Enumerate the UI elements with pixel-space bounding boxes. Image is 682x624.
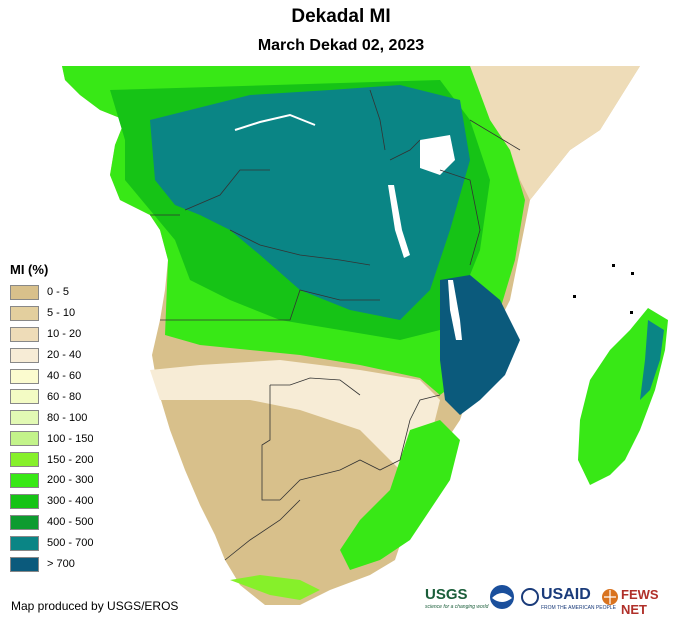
usaid-tagline: FROM THE AMERICAN PEOPLE [541,605,616,611]
legend-label: 40 - 60 [47,370,82,382]
map-title: Dekadal MI [291,6,391,27]
usaid-seal-icon [521,588,539,606]
legend-item: > 700 [10,554,120,575]
legend-label: 300 - 400 [47,495,94,508]
map-subtitle: March Dekad 02, 2023 [257,37,425,54]
legend-title: MI (%) [10,262,49,277]
se-coast-green [340,420,460,570]
legend-swatch [10,472,39,488]
fewsnet-globe-icon [602,589,618,605]
usgs-logo-text: USGS [425,586,468,603]
legend-swatch [10,389,39,405]
noaa-seal-icon [490,585,514,609]
legend-label: 20 - 40 [47,349,82,362]
fewsnet-logo: FEWS NET [601,584,673,617]
legend-swatch [10,452,39,468]
legend-item: 200 - 300 [10,470,120,491]
legend-swatch [10,431,39,447]
lake-malawi [448,280,462,340]
noaa-logo [489,584,517,616]
legend-rows: 0 - 5 5 - 10 10 - 20 20 - 40 40 - 60 60 - 80 8… [10,282,120,574]
legend-swatch [10,535,39,551]
lake-victoria [420,135,455,175]
legend-label: 150 - 200 [47,453,94,466]
legend-label: 60 - 80 [47,390,82,403]
legend-item: 0 - 5 [10,282,120,303]
mozambique-wet-patch [440,275,520,415]
legend-swatch [10,368,39,384]
madagascar [578,308,668,485]
usgs-logo: USGS science for a changing world [425,584,489,616]
legend-swatch [10,326,39,342]
island-4 [630,311,633,314]
legend-swatch [10,514,39,530]
legend-item: 150 - 200 [10,449,120,470]
legend-swatch [10,493,39,509]
legend-item: 10 - 20 [10,324,120,345]
legend-item: 300 - 400 [10,491,120,512]
legend-swatch [10,305,39,321]
very-wet-core [150,85,470,320]
congo-river [234,113,316,131]
legend-label: 500 - 700 [47,537,94,550]
legend-item: 400 - 500 [10,512,120,533]
island-1 [612,264,615,267]
cape-green [230,575,320,600]
legend-label: 10 - 20 [47,328,82,341]
legend-item: 500 - 700 [10,533,120,554]
legend-swatch [10,284,39,300]
island-3 [573,295,576,298]
lake-tanganyika [388,185,410,258]
usaid-logo-text: USAID [541,586,591,603]
legend-item: 60 - 80 [10,386,120,407]
madagascar-east-wet [640,320,664,400]
legend-label: > 700 [47,558,75,571]
legend-item: 100 - 150 [10,428,120,449]
fewsnet-logo-text: FEWS NET [621,587,659,617]
legend: MI (%) 0 - 5 5 - 10 10 - 20 20 - 40 40 - 60 6… [10,262,120,574]
legend-label: 0 - 5 [47,286,70,299]
legend-label: 5 - 10 [47,307,76,320]
southern-transition-zone [150,360,440,470]
legend-swatch [10,410,39,426]
legend-label: 100 - 150 [47,432,94,445]
legend-item: 5 - 10 [10,303,120,324]
legend-item: 40 - 60 [10,366,120,387]
legend-item: 80 - 100 [10,407,120,428]
legend-label: 80 - 100 [47,411,88,424]
credit-text: Map produced by USGS/EROS [11,599,179,613]
legend-swatch [10,347,39,363]
island-2 [631,272,634,275]
logo-strip: USGS science for a changing world USAID … [425,584,675,617]
country-borders [150,89,521,561]
legend-item: 20 - 40 [10,345,120,366]
horn-dry-zone [470,66,640,200]
usaid-logo: USAID FROM THE AMERICAN PEOPLE [521,584,616,616]
usgs-tagline: science for a changing world [425,604,489,610]
legend-label: 400 - 500 [47,516,94,529]
legend-label: 200 - 300 [47,474,94,487]
legend-swatch [10,556,39,572]
